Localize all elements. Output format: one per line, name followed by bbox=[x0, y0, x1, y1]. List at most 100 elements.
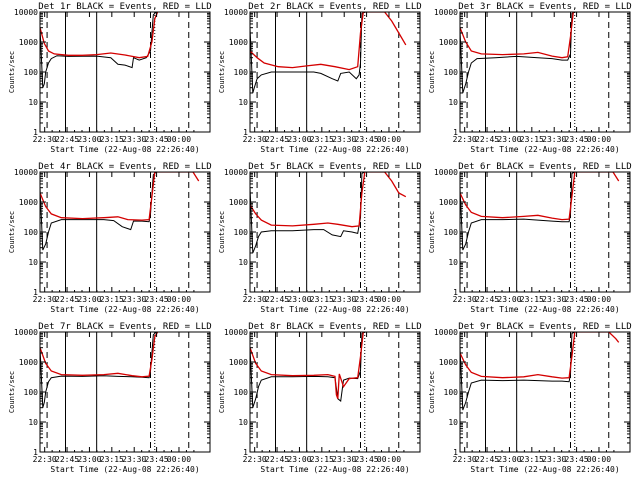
y-tick-label: 1 bbox=[243, 128, 248, 137]
x-tick-label: 23:30 bbox=[332, 295, 356, 304]
y-tick-label: 1 bbox=[453, 128, 458, 137]
x-tick-label: 23:30 bbox=[122, 295, 146, 304]
x-tick-label: 23:00 bbox=[77, 295, 101, 304]
x-axis-label: Start Time (22-Aug-08 22:26:40) bbox=[50, 145, 199, 154]
x-tick-label: 22:30 bbox=[243, 295, 267, 304]
x-axis-label: Start Time (22-Aug-08 22:26:40) bbox=[50, 305, 199, 314]
x-tick-label: 23:30 bbox=[332, 455, 356, 464]
panel-title: Det 7r BLACK = Events, RED = LLD bbox=[38, 322, 211, 332]
y-tick-label: 100 bbox=[234, 388, 249, 397]
x-tick-label: 23:30 bbox=[332, 135, 356, 144]
x-tick-label: 22:30 bbox=[243, 455, 267, 464]
y-axis-label: Counts/sec bbox=[428, 51, 436, 93]
x-tick-label: 00:00 bbox=[587, 135, 611, 144]
panel-title: Det 9r BLACK = Events, RED = LLD bbox=[458, 322, 631, 332]
y-axis-label: Counts/sec bbox=[8, 51, 16, 93]
x-tick-label: 23:00 bbox=[77, 455, 101, 464]
x-axis-label: Start Time (22-Aug-08 22:26:40) bbox=[470, 465, 619, 474]
x-tick-label: 22:45 bbox=[265, 295, 289, 304]
panel-det-4: Det 4r BLACK = Events, RED = LLD 1 10 100 10… bbox=[8, 162, 212, 314]
y-tick-label: 100 bbox=[444, 388, 459, 397]
y-tick-label: 100 bbox=[444, 68, 459, 77]
series-lld bbox=[250, 12, 407, 71]
x-axis-label: Start Time (22-Aug-08 22:26:40) bbox=[260, 145, 409, 154]
y-tick-label: 1000 bbox=[229, 358, 248, 367]
x-tick-label: 23:15 bbox=[100, 135, 124, 144]
y-tick-label: 1000 bbox=[19, 358, 38, 367]
y-tick-label: 100 bbox=[444, 228, 459, 237]
x-tick-label: 00:00 bbox=[377, 295, 401, 304]
y-tick-label: 1000 bbox=[439, 358, 458, 367]
x-tick-label: 23:30 bbox=[542, 455, 566, 464]
x-tick-label: 23:30 bbox=[122, 455, 146, 464]
x-tick-label: 23:15 bbox=[310, 455, 334, 464]
x-tick-label: 22:30 bbox=[453, 135, 477, 144]
x-tick-label: 22:45 bbox=[265, 455, 289, 464]
series-events bbox=[460, 12, 576, 94]
x-tick-label: 23:45 bbox=[565, 295, 589, 304]
y-tick-label: 10 bbox=[448, 258, 458, 267]
y-tick-label: 10 bbox=[28, 258, 38, 267]
x-tick-label: 23:15 bbox=[100, 295, 124, 304]
x-tick-label: 22:30 bbox=[33, 295, 57, 304]
x-tick-label: 23:30 bbox=[122, 135, 146, 144]
x-tick-label: 23:15 bbox=[100, 455, 124, 464]
y-tick-label: 100 bbox=[234, 228, 249, 237]
x-tick-label: 22:30 bbox=[453, 455, 477, 464]
x-tick-label: 23:15 bbox=[310, 135, 334, 144]
x-tick-label: 23:00 bbox=[287, 135, 311, 144]
x-tick-label: 23:00 bbox=[497, 295, 521, 304]
series-events bbox=[250, 12, 366, 94]
series-lld bbox=[460, 12, 574, 59]
y-tick-label: 1000 bbox=[229, 198, 248, 207]
y-tick-label: 1000 bbox=[19, 38, 38, 47]
panel-det-3: Det 3r BLACK = Events, RED = LLD 1 10 100 10… bbox=[428, 2, 632, 154]
y-tick-label: 1000 bbox=[229, 38, 248, 47]
y-axis-label: Counts/sec bbox=[218, 51, 226, 93]
y-tick-label: 100 bbox=[234, 68, 249, 77]
x-tick-label: 23:45 bbox=[565, 135, 589, 144]
panel-det-2: Det 2r BLACK = Events, RED = LLD 1 10 100 10… bbox=[218, 2, 422, 154]
y-tick-label: 1 bbox=[453, 448, 458, 457]
x-tick-label: 00:00 bbox=[167, 295, 191, 304]
y-tick-label: 1 bbox=[33, 288, 38, 297]
x-tick-label: 22:45 bbox=[475, 455, 499, 464]
series-events bbox=[40, 172, 157, 251]
series-lld bbox=[40, 332, 159, 378]
panel-title: Det 3r BLACK = Events, RED = LLD bbox=[458, 2, 631, 12]
panel-det-7: Det 7r BLACK = Events, RED = LLD 1 10 100 10… bbox=[8, 322, 212, 474]
y-axis-label: Counts/sec bbox=[218, 371, 226, 413]
x-tick-label: 23:15 bbox=[520, 135, 544, 144]
x-tick-label: 00:00 bbox=[377, 455, 401, 464]
y-tick-label: 10 bbox=[28, 418, 38, 427]
y-tick-label: 10000 bbox=[14, 8, 38, 17]
y-tick-label: 10000 bbox=[434, 8, 458, 17]
series-events bbox=[460, 172, 576, 251]
x-tick-label: 23:00 bbox=[287, 295, 311, 304]
x-tick-label: 23:30 bbox=[542, 295, 566, 304]
x-tick-label: 23:45 bbox=[355, 455, 379, 464]
y-tick-label: 100 bbox=[24, 388, 39, 397]
y-tick-label: 10000 bbox=[224, 168, 248, 177]
x-tick-label: 23:30 bbox=[542, 135, 566, 144]
x-tick-label: 23:15 bbox=[520, 295, 544, 304]
y-tick-label: 1 bbox=[453, 288, 458, 297]
series-lld bbox=[460, 332, 620, 379]
panel-det-6: Det 6r BLACK = Events, RED = LLD 1 10 100 10… bbox=[428, 162, 632, 314]
panel-det-9: Det 9r BLACK = Events, RED = LLD 1 10 100 10… bbox=[428, 322, 632, 474]
series-lld bbox=[40, 12, 159, 59]
x-axis-label: Start Time (22-Aug-08 22:26:40) bbox=[260, 305, 409, 314]
x-tick-label: 22:30 bbox=[243, 135, 267, 144]
x-tick-label: 23:45 bbox=[145, 455, 169, 464]
x-axis-label: Start Time (22-Aug-08 22:26:40) bbox=[470, 305, 619, 314]
x-tick-label: 22:45 bbox=[55, 135, 79, 144]
x-tick-label: 23:45 bbox=[565, 455, 589, 464]
series-events bbox=[460, 332, 576, 411]
y-tick-label: 10 bbox=[238, 418, 248, 427]
y-axis-label: Counts/sec bbox=[8, 211, 16, 253]
y-tick-label: 10 bbox=[448, 98, 458, 107]
x-tick-label: 00:00 bbox=[587, 295, 611, 304]
x-axis-label: Start Time (22-Aug-08 22:26:40) bbox=[260, 465, 409, 474]
panel-det-5: Det 5r BLACK = Events, RED = LLD 1 10 100 10… bbox=[218, 162, 422, 314]
x-tick-label: 22:45 bbox=[475, 295, 499, 304]
